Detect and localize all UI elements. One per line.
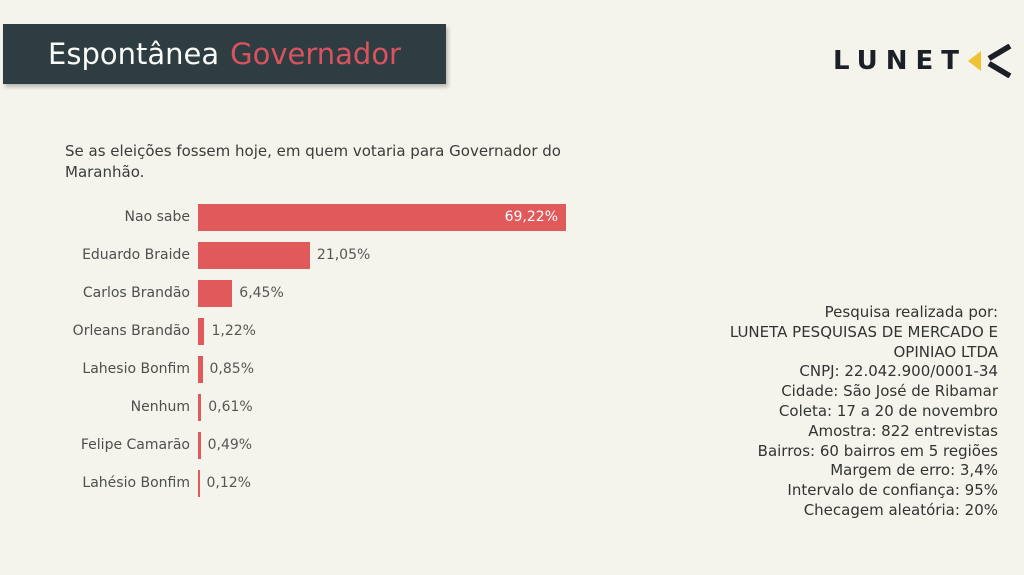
methodology-line: Amostra: 822 entrevistas [808, 421, 998, 440]
methodology-line: OPINIAO LTDA [893, 342, 999, 361]
category-label: Lahésio Bonfim [82, 475, 190, 491]
luneta-angle-a-icon [968, 44, 1012, 78]
logo-text: LUNET [833, 46, 968, 76]
chart-row: Nao sabe 69,22% [0, 198, 640, 236]
chart-row: Lahesio Bonfim 0,85% [0, 350, 640, 388]
category-label: Felipe Camarão [80, 437, 190, 453]
page-title: Espontânea Governador [3, 24, 446, 84]
chart-row: Nenhum 0,61% [0, 388, 640, 426]
bar-chart: Nao sabe 69,22% Eduardo Braide 21,05% Carlos… [0, 198, 640, 502]
chart-row: Carlos Brandão 6,45% [0, 274, 640, 312]
value-label: 0,85% [209, 361, 254, 377]
methodology-line: Coleta: 17 a 20 de novembro [778, 401, 998, 420]
value-label: 0,61% [208, 399, 253, 415]
bar-area: 1,22% [198, 317, 640, 345]
bar [198, 431, 201, 459]
category-label: Carlos Brandão [82, 285, 190, 301]
methodology-line: Cidade: São José de Ribamar [781, 382, 998, 401]
luneta-logo: LUNET [833, 44, 1013, 78]
bar-area: 0,49% [198, 431, 640, 459]
category-label: Nenhum [130, 399, 190, 415]
category-label: Lahesio Bonfim [82, 361, 190, 377]
bar: 69,22% [198, 203, 566, 231]
value-label: 0,12% [206, 475, 251, 491]
chart-row: Felipe Camarão 0,49% [0, 426, 640, 464]
bar [198, 469, 200, 497]
title-word-primary: Espontânea [48, 37, 220, 71]
value-label: 0,49% [207, 437, 253, 453]
bar-area: 69,22% [198, 203, 640, 231]
methodology-line: Pesquisa realizada por: [824, 303, 998, 321]
title-word-accent: Governador [230, 37, 401, 71]
survey-question: Se as eleições fossem hoje, em quem vota… [65, 141, 561, 183]
category-label: Nao sabe [124, 209, 190, 225]
value-label: 69,22% [504, 209, 558, 225]
bar [198, 393, 202, 421]
survey-question-line: Se as eleições fossem hoje, em quem vota… [65, 142, 561, 160]
methodology-line: CNPJ: 22.042.900/0001-34 [799, 362, 998, 381]
value-label: 1,22% [211, 323, 256, 339]
methodology-line: LUNETA PESQUISAS DE MERCADO E [729, 322, 998, 341]
methodology-line: Margem de erro: 3,4% [830, 461, 998, 480]
methodology-line: Intervalo de confiança: 95% [787, 481, 998, 500]
chart-row: Orleans Brandão 1,22% [0, 312, 640, 350]
chart-row: Lahésio Bonfim 0,12% [0, 464, 640, 502]
category-label: Eduardo Braide [82, 247, 190, 263]
bar-area: 0,85% [198, 355, 640, 383]
bar [198, 279, 233, 307]
survey-question-line: Maranhão. [65, 163, 145, 181]
bar-area: 21,05% [198, 241, 640, 269]
bar-area: 6,45% [198, 279, 640, 307]
bar-area: 0,12% [198, 469, 640, 497]
chart-row: Eduardo Braide 21,05% [0, 236, 640, 274]
value-label: 21,05% [316, 247, 371, 263]
methodology-line: Checagem aleatória: 20% [803, 500, 998, 519]
category-label: Orleans Brandão [72, 323, 190, 339]
bar-area: 0,61% [198, 393, 640, 421]
bar [198, 317, 205, 345]
value-label: 6,45% [239, 285, 284, 301]
methodology-line: Bairros: 60 bairros em 5 regiões [757, 441, 998, 460]
bar [198, 241, 310, 269]
bar [198, 355, 203, 383]
methodology-info: Pesquisa realizada por: LUNETA PESQUISAS … [730, 303, 998, 521]
